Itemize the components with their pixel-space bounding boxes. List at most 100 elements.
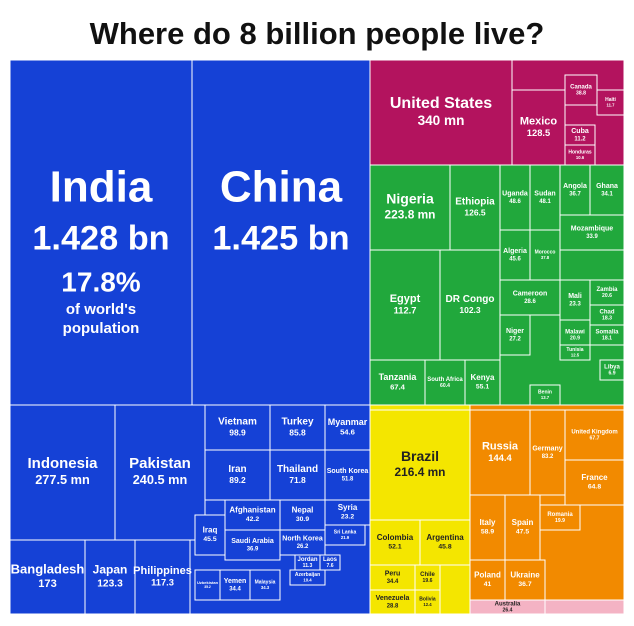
country-name: United States: [390, 95, 492, 112]
country-name: Spain: [512, 518, 534, 527]
country-tile: [529, 164, 561, 231]
country-name: Iraq: [203, 526, 218, 535]
country-name: Haiti: [605, 97, 616, 103]
country-tile: [369, 564, 416, 591]
country-name: Peru: [385, 570, 401, 577]
country-value: 28.6: [524, 299, 536, 305]
country-name: Yemen: [224, 578, 247, 585]
country-name: Jordan: [297, 557, 317, 563]
country-value: 23.2: [341, 514, 354, 521]
country-tile: [369, 249, 441, 361]
country-value: 48.6: [509, 199, 521, 205]
country-tile: [194, 514, 226, 556]
country-value: 52.1: [388, 544, 401, 551]
country-tile: [499, 279, 561, 316]
country-value: 27.2: [509, 336, 521, 342]
country-tile: [219, 569, 251, 601]
annotation: 17.8%: [61, 266, 140, 297]
country-tile: [589, 164, 625, 216]
country-name: Tunisia: [566, 347, 583, 353]
chart-title: Where do 8 billion people live?: [90, 16, 545, 51]
country-value: 20.6: [602, 293, 612, 299]
treemap: India 1.428 bn China 1.425 bn Indonesia277.5…: [9, 59, 625, 615]
country-value: 26.4: [503, 608, 513, 614]
country-tile: [289, 569, 326, 586]
country-tile: [469, 599, 546, 615]
country-value: 58.9: [481, 529, 494, 536]
country-name: Azerbaijan: [295, 572, 320, 578]
country-name: Sudan: [534, 190, 555, 197]
country-value: 173: [38, 578, 56, 590]
country-value: 18.1: [602, 336, 612, 342]
country-name: Morocco: [535, 250, 556, 256]
country-value: 36.7: [569, 191, 581, 197]
country-name: North Korea: [282, 535, 323, 542]
country-tile: [249, 569, 281, 601]
country-name: Iran: [228, 464, 246, 475]
country-name: Saudi Arabia: [231, 538, 274, 545]
country-name: Chile: [420, 572, 435, 578]
country-tile: [134, 539, 191, 615]
country-tile: [424, 359, 466, 406]
country-name: Vietnam: [218, 417, 257, 428]
country-name: South Africa: [427, 377, 463, 383]
country-name: Niger: [506, 328, 524, 335]
country-value: 34.4: [387, 579, 399, 585]
country-name: Ukraine: [510, 571, 540, 580]
country-name: Mozambique: [571, 225, 613, 232]
country-name: Poland: [474, 571, 501, 580]
country-name: Nepal: [292, 506, 314, 515]
country-value: 11.2: [574, 136, 586, 142]
country-tile: [324, 499, 371, 526]
country-tile: [439, 249, 501, 361]
country-value: 20.9: [570, 336, 580, 342]
country-value: 71.8: [289, 475, 306, 485]
country-tile: [204, 404, 271, 451]
country-name: Russia: [482, 440, 519, 452]
country-tile: [324, 404, 371, 451]
country-tile: [469, 559, 506, 601]
country-value: 128.5: [527, 128, 550, 138]
country-value: 34.3: [261, 585, 270, 590]
country-value: 47.5: [516, 529, 529, 536]
country-value: 240.5 mn: [133, 472, 188, 487]
country-value: 144.4: [488, 453, 512, 463]
country-value: 34.1: [601, 191, 613, 197]
country-tile: [599, 359, 625, 381]
country-value: 12.5: [571, 352, 580, 357]
country-value: 12.4: [423, 602, 432, 607]
country-tile: [369, 589, 416, 615]
country-value: 277.5 mn: [35, 472, 90, 487]
country-name: Brazil: [401, 448, 439, 464]
country-name: Germany: [532, 445, 562, 452]
country-value: 11.7: [606, 102, 615, 107]
country-name: Tanzania: [379, 372, 418, 382]
country-value: 18.3: [602, 316, 612, 322]
country-name: Myanmar: [328, 417, 368, 427]
country-value: 48.1: [539, 199, 551, 205]
country-tile: [559, 214, 625, 251]
country-name: DR Congo: [446, 294, 495, 305]
country-tile: [564, 74, 598, 106]
country-tile: [464, 359, 501, 406]
country-name: Chad: [600, 309, 615, 315]
country-tile: [204, 449, 271, 501]
country-value: 21.9: [341, 535, 350, 540]
country-name: Australia: [495, 601, 521, 607]
country-name: Syria: [338, 503, 358, 512]
country-value: 45.8: [438, 544, 451, 551]
country-tile: [9, 404, 116, 541]
country-name: Somalia: [595, 329, 619, 335]
country-value: 51.8: [342, 476, 354, 482]
country-name: Pakistan: [129, 455, 191, 472]
country-tile: [279, 499, 326, 531]
country-tile: [9, 59, 193, 406]
country-name: Laos: [323, 557, 338, 563]
country-tile: [269, 449, 326, 501]
country-value: 60.4: [440, 383, 450, 389]
country-value: 6.9: [608, 371, 615, 377]
country-tile: [319, 554, 341, 571]
country-name: Mexico: [520, 115, 558, 127]
country-value: 45.5: [203, 536, 216, 543]
